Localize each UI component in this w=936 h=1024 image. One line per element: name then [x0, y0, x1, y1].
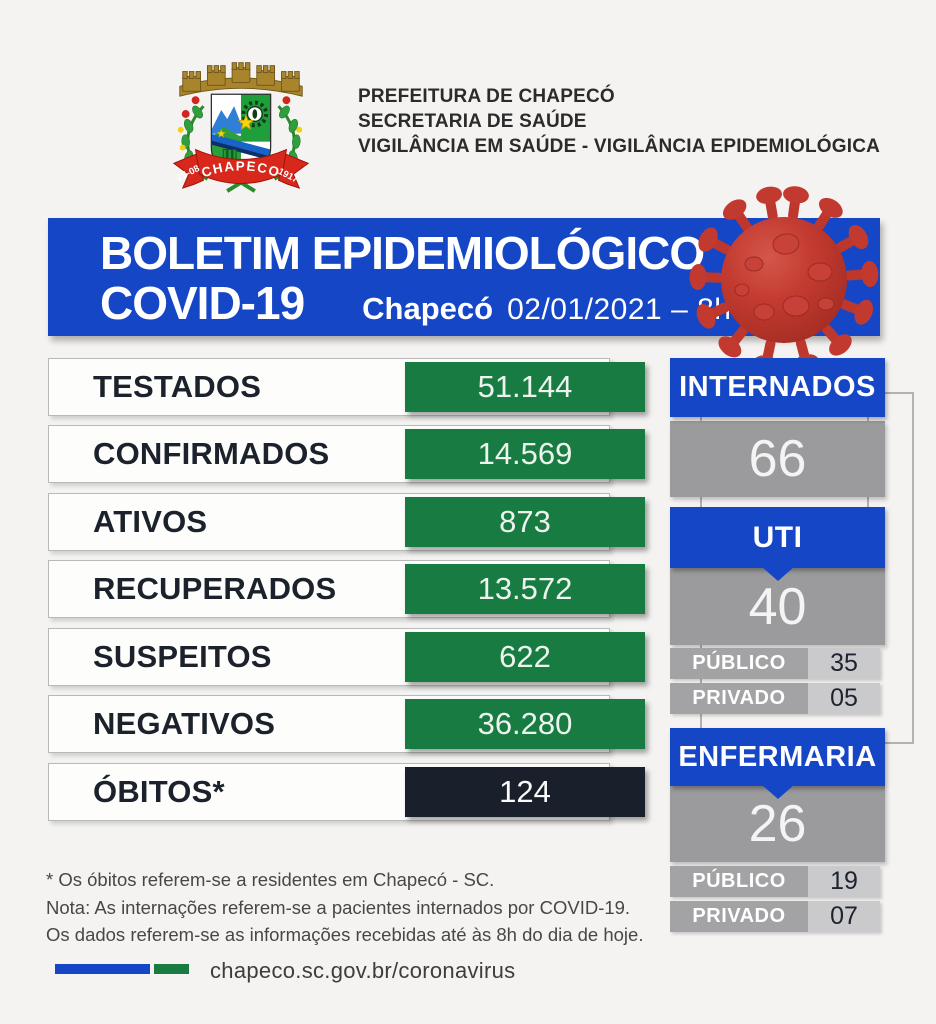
uti-privado-value: 05	[808, 683, 880, 714]
bulletin-datetime: 02/01/2021 – 8h	[507, 293, 732, 326]
stat-label: ÓBITOS*	[93, 774, 225, 809]
crest-ribbon-text: CHAPECO	[200, 158, 281, 180]
stat-row-suspeitos: SUSPEITOS 622	[48, 628, 648, 686]
stat-label: SUSPEITOS	[93, 639, 272, 674]
stat-label: TESTADOS	[93, 369, 262, 404]
footnotes: * Os óbitos referem-se a residentes em C…	[46, 866, 643, 949]
footer-url: chapeco.sc.gov.br/coronavirus	[210, 958, 516, 983]
svg-text:CHAPECO: CHAPECO	[200, 158, 283, 180]
uti-privado-row: PRIVADO 05	[670, 683, 880, 714]
stat-value: 873	[405, 497, 645, 547]
footnote-obitos: * Os óbitos referem-se a residentes em C…	[46, 869, 495, 890]
footer-blue-bar	[55, 964, 150, 974]
chapeco-coat-of-arms: CHAPECO 25-08 1917	[172, 62, 310, 193]
stat-value: 36.280	[405, 699, 645, 749]
enfermaria-privado-label: PRIVADO	[670, 901, 808, 932]
internados-header: INTERNADOS	[670, 358, 885, 417]
uti-value: 40	[670, 568, 885, 645]
footer-green-bar	[154, 964, 189, 974]
stat-label: RECUPERADOS	[93, 571, 337, 606]
stat-value: 124	[405, 767, 645, 817]
enfermaria-publico-row: PÚBLICO 19	[670, 866, 880, 897]
virus-spots	[734, 233, 835, 321]
org-line-vigilancia: VIGILÂNCIA EM SAÚDE - VIGILÂNCIA EPIDEMI…	[358, 136, 881, 157]
uti-privado-label: PRIVADO	[670, 683, 808, 714]
footnote-dados: Os dados referem-se as informações receb…	[46, 924, 644, 945]
stat-value: 14.569	[405, 429, 645, 479]
org-line-secretaria: SECRETARIA DE SAÚDE	[358, 111, 587, 132]
enfermaria-publico-label: PÚBLICO	[670, 866, 808, 897]
stat-label: CONFIRMADOS	[93, 436, 330, 471]
coronavirus-icon	[689, 184, 880, 376]
crest-flowers	[177, 96, 303, 151]
stat-row-recuperados: RECUPERADOS 13.572	[48, 560, 648, 618]
stat-row-obitos: ÓBITOS* 124	[48, 763, 648, 821]
stat-value: 13.572	[405, 564, 645, 614]
stats-list: TESTADOS 51.144 CONFIRMADOS 14.569 ATIVO…	[48, 358, 648, 828]
enfermaria-privado-row: PRIVADO 07	[670, 901, 880, 932]
hospitalization-panel: INTERNADOS 66 UTI 40 PÚBLICO 35 PRIVADO …	[670, 358, 920, 948]
uti-publico-row: PÚBLICO 35	[670, 648, 880, 679]
bulletin-subtitle-row: COVID-19 Chapecó 02/01/2021 – 8h	[100, 276, 731, 330]
footnote-nota: Nota: As internações referem-se a pacien…	[46, 896, 631, 918]
org-line-prefeitura: PREFEITURA DE CHAPECÓ	[358, 86, 615, 107]
enfermaria-publico-value: 19	[808, 866, 880, 897]
stat-row-testados: TESTADOS 51.144	[48, 358, 648, 416]
stat-label: NEGATIVOS	[93, 706, 276, 741]
uti-header: UTI	[670, 507, 885, 568]
crest-ribbon: CHAPECO 25-08 1917	[172, 148, 310, 189]
bulletin-city: Chapecó	[362, 291, 494, 326]
stat-value: 51.144	[405, 362, 645, 412]
uti-publico-value: 35	[808, 648, 880, 679]
mural-crown	[179, 62, 303, 97]
stat-row-negativos: NEGATIVOS 36.280	[48, 695, 648, 753]
stat-row-confirmados: CONFIRMADOS 14.569	[48, 425, 648, 483]
uti-publico-label: PÚBLICO	[670, 648, 808, 679]
org-header: PREFEITURA DE CHAPECÓ SECRETARIA DE SAÚD…	[358, 84, 880, 159]
stat-value: 622	[405, 632, 645, 682]
stat-row-ativos: ATIVOS 873	[48, 493, 648, 551]
stat-label: ATIVOS	[93, 504, 208, 539]
bulletin-title-covid: COVID-19	[100, 277, 305, 329]
enfermaria-header: ENFERMARIA	[670, 728, 885, 786]
bulletin-title: BOLETIM EPIDEMIOLÓGICO	[100, 227, 705, 279]
internados-value: 66	[670, 421, 885, 497]
virus-body	[721, 217, 847, 343]
enfermaria-privado-value: 07	[808, 901, 880, 932]
